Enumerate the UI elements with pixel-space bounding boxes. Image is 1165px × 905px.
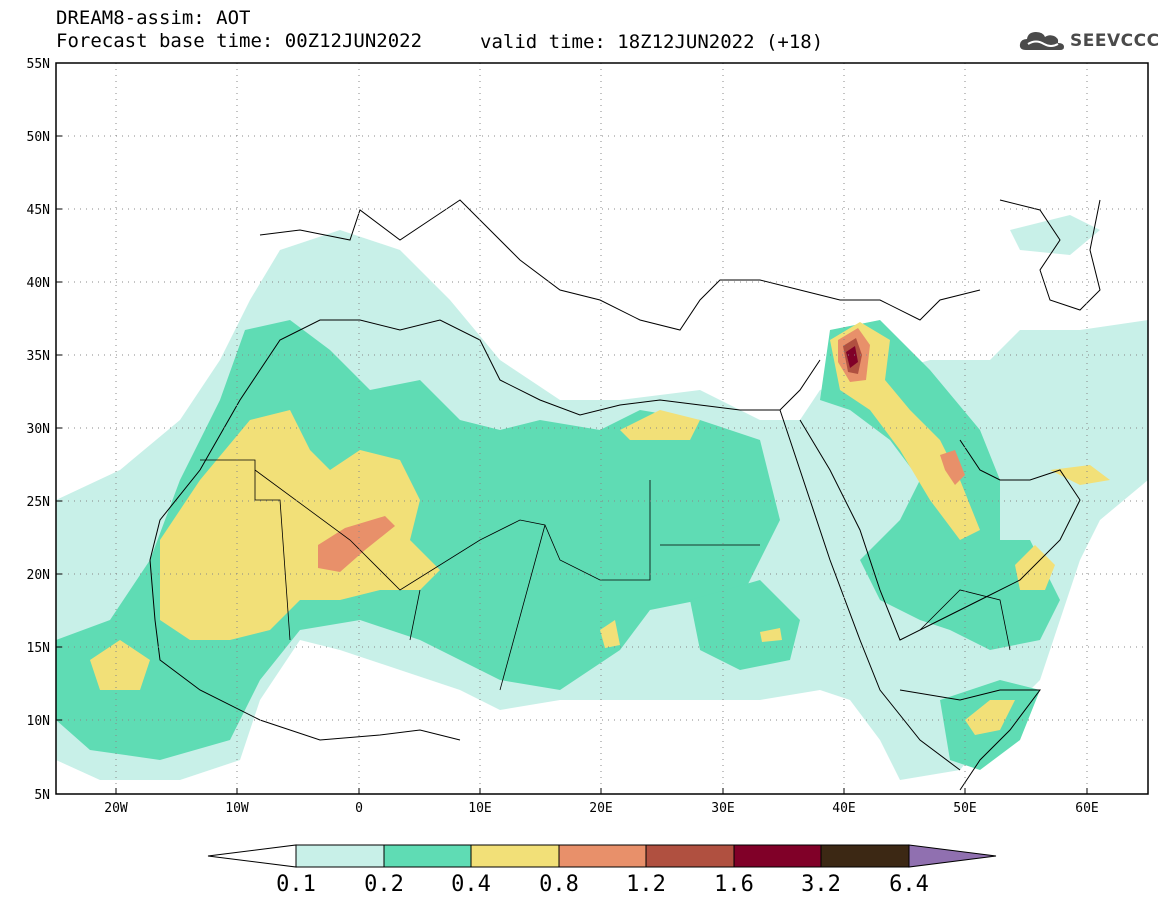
colorbar-label: 6.4 [889,872,929,897]
aot-contour-0.4-iraq [830,322,980,540]
lon-labels: 20W 10W 0 10E 20E 30E 40E 50E 60E [104,801,1098,816]
colorbar-over-arrow [908,844,997,868]
lon-label: 30E [711,801,734,816]
aot-contour-0.4-coast [90,640,150,690]
colorbar-segment [645,844,735,868]
lat-label: 40N [27,276,50,291]
colorbar-label: 1.6 [714,872,754,897]
lat-label: 30N [27,422,50,437]
lat-labels: 55N 50N 45N 40N 35N 30N 25N 20N 15N 10N … [27,57,50,803]
tick-marks [56,135,1088,794]
colorbar-label: 0.8 [539,872,579,897]
map-title: DREAM8-assim: AOT [56,7,251,29]
lat-label: 5N [34,788,50,803]
colorbar-segment [383,844,472,868]
lat-label: 55N [27,57,50,72]
lat-label: 35N [27,349,50,364]
aot-contour-0.8-iraq [940,450,965,485]
cloud-icon [1019,32,1064,50]
border-lines [200,459,1011,691]
coast-horn [899,689,1041,791]
colorbar-label: 0.4 [451,872,491,897]
lon-label: 10W [225,801,249,816]
aot-field [56,215,1148,780]
aot-contour-0.4-somalia [965,700,1015,735]
lat-label: 20N [27,568,50,583]
lon-label: 20W [104,801,128,816]
coastlines [149,199,1101,791]
graticule [56,63,1148,794]
colorbar-segment [558,844,647,868]
coast-north-africa [149,319,821,561]
lat-label: 45N [27,203,50,218]
lon-label: 50E [953,801,976,816]
colorbar [207,844,997,868]
aot-contour-1.6 [846,346,858,368]
coast-caspian [999,199,1101,311]
forecast-base-time: Forecast base time: 00Z12JUN2022 [56,30,423,52]
aot-contour-0.4-arabia [1050,465,1110,485]
aot-contour-0.4-libya [620,410,700,440]
colorbar-segment [733,844,822,868]
colorbar-segment [295,844,385,868]
aot-contour-0.2-sahel [690,580,800,670]
lon-label: 20E [589,801,612,816]
colorbar-label: 0.1 [276,872,316,897]
seevccc-logo: SEEVCCC [1018,28,1160,54]
lon-label: 0 [355,801,363,816]
colorbar-label: 3.2 [801,872,841,897]
logo-text: SEEVCCC [1070,31,1160,51]
lat-label: 50N [27,130,50,145]
lon-label: 60E [1075,801,1098,816]
coast-europe [259,199,981,331]
aot-contour-0.8-mali [318,516,395,572]
lat-label: 25N [27,495,50,510]
aot-contour-0.4-chad [600,620,620,648]
colorbar-label: 0.2 [364,872,404,897]
valid-time: valid time: 18Z12JUN2022 (+18) [480,31,824,53]
colorbar-under-arrow [207,844,297,868]
aot-contour-0.1-caspian [1010,215,1100,255]
lon-label: 40E [832,801,855,816]
aot-contour-0.4-west [160,410,440,640]
coast-red-sea [779,409,961,771]
lon-label: 10E [468,801,491,816]
lat-label: 10N [27,714,50,729]
lat-label: 15N [27,641,50,656]
aot-contour-0.4-oman [1015,545,1055,590]
colorbar-segment [820,844,910,868]
coast-arabia [799,419,1081,641]
colorbar-label: 1.2 [626,872,666,897]
aot-contour-0.4-sudan [760,628,782,642]
colorbar-segment [470,844,560,868]
